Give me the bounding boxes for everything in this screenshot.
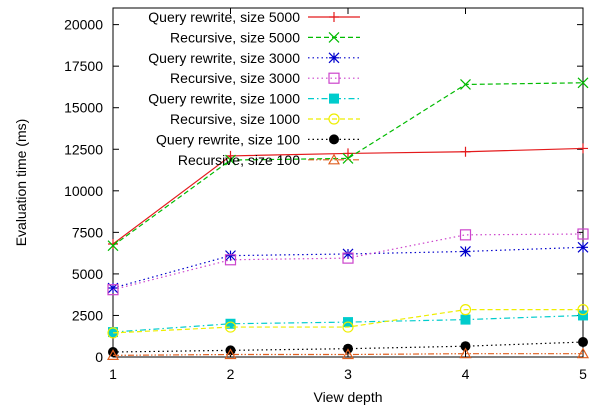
y-tick-label: 20000 xyxy=(64,17,103,33)
legend: Query rewrite, size 5000 Recursive, size … xyxy=(148,9,360,168)
data-point xyxy=(107,327,119,339)
data-point xyxy=(108,238,118,249)
series xyxy=(107,77,589,252)
data-point xyxy=(578,337,588,348)
legend-label: Query rewrite, size 1000 xyxy=(148,91,300,107)
series-line xyxy=(112,233,584,291)
legend-entry: Recursive, size 5000 xyxy=(170,29,360,45)
data-point xyxy=(224,321,237,333)
data-point xyxy=(343,148,353,159)
data-point xyxy=(224,348,237,360)
y-tick-label: 7500 xyxy=(72,224,103,240)
legend-entry: Query rewrite, size 5000 xyxy=(148,9,360,25)
x-tick-label: 5 xyxy=(579,366,587,382)
y-tick-label: 12500 xyxy=(64,141,103,157)
data-point xyxy=(328,52,340,64)
series xyxy=(108,310,588,338)
data-point xyxy=(577,228,589,240)
legend-label: Query rewrite, size 5000 xyxy=(148,9,300,25)
legend-entry: Recursive, size 3000 xyxy=(170,70,360,86)
y-tick-label: 0 xyxy=(95,349,103,365)
series-group xyxy=(106,77,590,360)
data-point xyxy=(460,146,471,157)
x-tick-label: 4 xyxy=(462,366,470,382)
legend-label: Query rewrite, size 3000 xyxy=(148,50,300,66)
series-line xyxy=(112,309,583,334)
data-point xyxy=(459,229,472,241)
legend-entry: Recursive, size 1000 xyxy=(170,111,360,127)
legend-entry: Recursive, size 100 xyxy=(178,152,360,168)
legend-label: Recursive, size 5000 xyxy=(170,29,300,45)
y-tick-label: 2500 xyxy=(72,307,103,323)
data-point xyxy=(459,304,472,316)
data-point xyxy=(577,304,589,316)
data-point xyxy=(327,153,341,165)
data-point xyxy=(329,93,339,104)
y-tick-label: 17500 xyxy=(64,58,103,74)
plot-area: 0 2500 5000 7500 10000 12500 15000 17500 20000 1 2… xyxy=(64,7,587,382)
data-point xyxy=(576,347,590,359)
series xyxy=(106,347,590,360)
legend-entry: Query rewrite, size 1000 xyxy=(148,91,360,107)
data-point xyxy=(107,240,119,252)
data-point xyxy=(328,113,340,125)
legend-entry: Query rewrite, size 3000 xyxy=(148,50,360,66)
data-point xyxy=(578,143,588,154)
data-point xyxy=(342,252,354,264)
legend-entry: Query rewrite, size 100 xyxy=(156,131,360,147)
data-point xyxy=(107,282,119,294)
data-point xyxy=(341,348,355,360)
data-point xyxy=(224,254,237,266)
x-tick-label: 1 xyxy=(109,366,117,382)
data-point xyxy=(460,246,471,257)
x-tick-label: 3 xyxy=(344,366,352,382)
legend-label: Recursive, size 1000 xyxy=(170,111,300,127)
data-point xyxy=(342,248,354,260)
data-point xyxy=(329,134,339,145)
y-axis-label: Evaluation time (ms) xyxy=(13,119,29,247)
data-point xyxy=(459,347,472,359)
data-point xyxy=(225,250,236,262)
data-point xyxy=(225,318,236,329)
y-tick-label: 15000 xyxy=(64,100,103,116)
y-tick-label: 10000 xyxy=(64,183,103,199)
data-point xyxy=(460,341,471,352)
data-point xyxy=(329,12,339,22)
legend-label: Recursive, size 3000 xyxy=(170,70,300,86)
data-point xyxy=(342,152,354,164)
data-point xyxy=(106,349,120,360)
data-point xyxy=(328,72,340,84)
data-point xyxy=(460,79,471,90)
y-tick-label: 5000 xyxy=(72,266,103,282)
series xyxy=(107,304,589,339)
data-point xyxy=(225,154,236,166)
series xyxy=(107,228,589,296)
legend-label: Recursive, size 100 xyxy=(178,152,300,168)
x-axis-label: View depth xyxy=(313,389,382,405)
data-point xyxy=(328,31,340,43)
legend-label: Query rewrite, size 100 xyxy=(156,131,300,147)
series xyxy=(107,241,589,294)
data-point xyxy=(577,241,589,253)
data-point xyxy=(460,314,471,325)
data-point xyxy=(577,77,589,89)
x-tick-label: 2 xyxy=(227,366,235,382)
series-line xyxy=(112,82,584,247)
data-point xyxy=(342,321,354,333)
series-line xyxy=(112,353,583,356)
data-point xyxy=(107,284,119,296)
data-point xyxy=(578,310,588,321)
data-point xyxy=(108,327,118,338)
